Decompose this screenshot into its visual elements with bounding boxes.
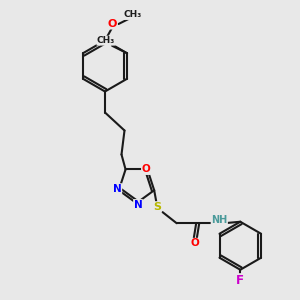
Text: NH: NH	[211, 215, 227, 225]
Text: S: S	[153, 202, 161, 212]
Text: N: N	[134, 200, 142, 210]
Text: O: O	[142, 164, 150, 175]
Text: O: O	[190, 238, 199, 248]
Text: O: O	[108, 19, 117, 29]
Text: CH₃: CH₃	[124, 11, 142, 20]
Text: CH₃: CH₃	[97, 36, 115, 45]
Text: F: F	[236, 274, 244, 287]
Text: N: N	[113, 184, 122, 194]
